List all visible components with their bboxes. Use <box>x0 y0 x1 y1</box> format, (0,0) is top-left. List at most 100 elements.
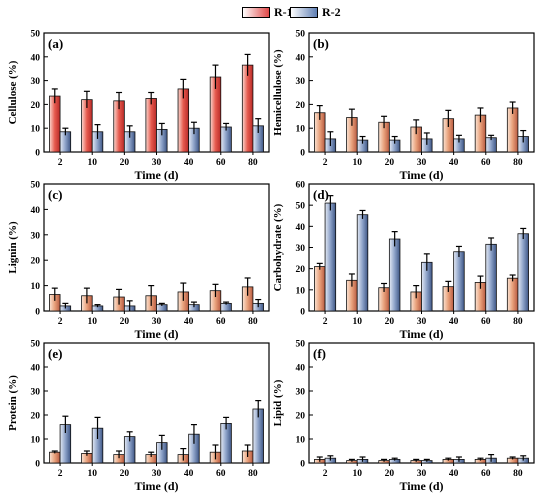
panel-c-xtick-label-10: 10 <box>87 317 97 327</box>
panel-a-ytick-label-1: 10 <box>31 125 41 135</box>
panel-c-ytick-label-0: 0 <box>35 308 40 318</box>
panel-e-xtick-label-10: 10 <box>87 469 97 479</box>
panel-c-frame <box>43 183 270 312</box>
panel-c-label: (c) <box>48 187 62 202</box>
panel-b-ytick-label-1: 10 <box>296 125 306 135</box>
panel-b-xtick-label-40: 40 <box>449 158 459 168</box>
panel-e-ytick-label-3: 30 <box>31 388 41 398</box>
panel-e-xtick-label-2: 2 <box>58 469 63 479</box>
panel-d-ytick-label-2: 20 <box>296 265 306 275</box>
panel-c-ytick-label-5: 50 <box>31 181 41 191</box>
panel-e-xtick-label-30: 30 <box>152 469 162 479</box>
panel-a-bar-r1-2 <box>49 95 61 153</box>
panel-d-xtick-label-20: 20 <box>385 317 395 327</box>
legend-swatch-r2 <box>290 6 318 18</box>
panel-f-xtick-label-80: 80 <box>513 469 523 479</box>
panel-c-xtick-label-40: 40 <box>184 317 194 327</box>
panel-d-ytick-label-1: 10 <box>296 286 306 296</box>
legend-entry-r1: R-1 <box>242 4 293 20</box>
panel-a-ytick-label-0: 0 <box>35 149 40 159</box>
panel-f-xtick-label-30: 30 <box>417 469 427 479</box>
panel-b-xtick-label-20: 20 <box>385 158 395 168</box>
panel-a-ytick-label-4: 40 <box>31 53 41 63</box>
panel-d-ytick-label-4: 40 <box>296 223 306 233</box>
panel-a-yaxis-title: Cellulose (%) <box>7 60 19 124</box>
panel-d-bar-r1-2 <box>314 266 326 312</box>
panel-a-xtick-label-40: 40 <box>184 158 194 168</box>
panel-c-ytick-label-3: 30 <box>31 231 41 241</box>
panel-e-yaxis-title: Protein (%) <box>7 375 19 431</box>
panel-d-xtick-label-80: 80 <box>513 317 523 327</box>
panel-e-label: (e) <box>48 346 62 361</box>
panel-c-xtick-label-30: 30 <box>152 317 162 327</box>
panel-d-xtick-label-60: 60 <box>481 317 491 327</box>
panel-e-xtick-label-40: 40 <box>184 469 194 479</box>
panel-d-ytick-label-0: 0 <box>300 308 305 318</box>
panel-d-xtick-label-2: 2 <box>323 317 328 327</box>
panel-f-frame <box>308 342 535 464</box>
panel-f-ytick-label-0: 0 <box>300 460 305 470</box>
panel-f-ytick-label-3: 30 <box>296 388 306 398</box>
panel-e-ytick-label-2: 20 <box>31 412 41 422</box>
panel-d-xaxis-title: Time (d) <box>399 327 443 341</box>
panel-a-xtick-label-10: 10 <box>87 158 97 168</box>
panel-d-ytick-label-5: 50 <box>296 202 306 212</box>
legend-swatch-r1 <box>242 6 270 18</box>
panel-c-xtick-label-60: 60 <box>216 317 226 327</box>
panel-d-bar-r2-10 <box>356 214 369 312</box>
panel-a-bar-r2-60 <box>220 126 232 153</box>
panel-f-yaxis-title: Lipid (%) <box>272 379 284 426</box>
panel-a-bar-r1-30 <box>145 98 157 153</box>
panel-a-xtick-label-60: 60 <box>216 158 226 168</box>
panel-b-xtick-label-2: 2 <box>323 158 328 168</box>
panel-b-ytick-label-4: 40 <box>296 53 306 63</box>
panel-e-bar-r1-2 <box>49 451 61 464</box>
panel-f-xaxis-title: Time (d) <box>399 479 443 493</box>
panel-d-bar-r2-20 <box>388 238 401 312</box>
panel-b-ytick-label-5: 50 <box>296 30 306 40</box>
panel-c-xtick-label-20: 20 <box>120 317 130 327</box>
panel-e-xtick-label-60: 60 <box>216 469 226 479</box>
panel-f-ytick-label-1: 10 <box>296 436 306 446</box>
panel-a-xtick-label-80: 80 <box>248 158 258 168</box>
panel-d-ytick-label-3: 30 <box>296 244 306 254</box>
panel-e-xaxis-title: Time (d) <box>134 479 178 493</box>
panel-c-xtick-label-80: 80 <box>248 317 258 327</box>
panel-a-xtick-label-20: 20 <box>120 158 130 168</box>
panel-a-ytick-label-2: 20 <box>31 101 41 111</box>
panel-a-label: (a) <box>48 36 63 51</box>
panel-f-xtick-label-40: 40 <box>449 469 459 479</box>
panel-d-bar-r2-60 <box>485 243 497 312</box>
panel-f-xtick-label-60: 60 <box>481 469 491 479</box>
panel-a-xtick-label-2: 2 <box>58 158 63 168</box>
panel-d-xtick-label-10: 10 <box>352 317 362 327</box>
legend-entry-r2: R-2 <box>290 4 341 20</box>
legend-label-r2: R-2 <box>322 4 341 19</box>
panel-d-label: (d) <box>313 187 329 202</box>
panel-e-xtick-label-20: 20 <box>120 469 130 479</box>
panel-a-xtick-label-30: 30 <box>152 158 162 168</box>
panel-d-yaxis-title: Carbohydrate (%) <box>272 203 284 291</box>
panel-a-bar-r1-80 <box>241 64 254 153</box>
panel-c-yaxis-title: Lignin (%) <box>7 221 19 274</box>
panel-b-xtick-label-30: 30 <box>417 158 427 168</box>
panel-a-ytick-label-5: 50 <box>31 30 41 40</box>
panel-d-xtick-label-30: 30 <box>417 317 427 327</box>
panel-c-xtick-label-2: 2 <box>58 317 63 327</box>
panel-e-xtick-label-80: 80 <box>248 469 258 479</box>
panel-f-ytick-label-4: 40 <box>296 364 306 374</box>
panel-b-yaxis-title: Hemicellulose (%) <box>272 49 284 136</box>
panel-c-xaxis-title: Time (d) <box>134 327 178 341</box>
panel-e-ytick-label-0: 0 <box>35 460 40 470</box>
panel-f-ytick-label-5: 50 <box>296 340 306 350</box>
panel-e-ytick-label-5: 50 <box>31 340 41 350</box>
panel-b-label: (b) <box>313 36 329 51</box>
panel-d-bar-r2-40 <box>453 251 465 312</box>
panel-a-xaxis-title: Time (d) <box>134 168 178 182</box>
panel-f-xtick-label-10: 10 <box>352 469 362 479</box>
panel-d-xtick-label-40: 40 <box>449 317 459 327</box>
panel-a-ytick-label-3: 30 <box>31 77 41 87</box>
panel-c-ytick-label-4: 40 <box>31 206 41 216</box>
panel-b-ytick-label-0: 0 <box>300 149 305 159</box>
